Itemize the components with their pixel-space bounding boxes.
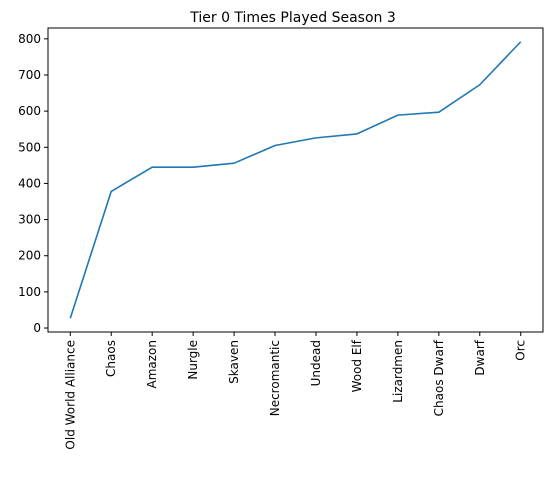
x-tick-label: Dwarf (473, 339, 487, 375)
x-tick-label: Lizardmen (391, 340, 405, 403)
y-tick-label: 100 (18, 285, 41, 299)
y-tick-label: 600 (18, 104, 41, 118)
y-tick-label: 0 (33, 321, 41, 335)
y-tick-label: 400 (18, 176, 41, 190)
x-tick-label: Undead (309, 340, 323, 386)
y-tick-label: 200 (18, 249, 41, 263)
y-tick-label: 800 (18, 32, 41, 46)
x-tick-label: Amazon (145, 340, 159, 389)
y-axis: 0 100 200 300 400 500 600 700 800 (18, 32, 48, 335)
x-axis: Old World Alliance Chaos Amazon Nurgle Skave… (63, 332, 528, 450)
x-tick-label: Wood Elf (350, 339, 364, 392)
x-tick-label: Skaven (227, 340, 241, 384)
y-tick-label: 700 (18, 68, 41, 82)
plot-area (48, 28, 543, 332)
x-tick-label: Necromantic (268, 340, 282, 416)
series-layer (69, 41, 522, 319)
x-tick-label: Chaos Dwarf (432, 339, 446, 416)
chart-title: Tier 0 Times Played Season 3 (189, 10, 396, 26)
y-tick-label: 500 (18, 140, 41, 154)
plot-frame (47, 27, 544, 333)
x-tick-label: Old World Alliance (63, 340, 77, 450)
x-tick-label: Chaos (104, 340, 118, 377)
x-tick-label: Orc (514, 340, 528, 361)
y-tick-label: 300 (18, 213, 41, 227)
series-line (69, 41, 522, 319)
x-tick-label: Nurgle (186, 340, 200, 380)
